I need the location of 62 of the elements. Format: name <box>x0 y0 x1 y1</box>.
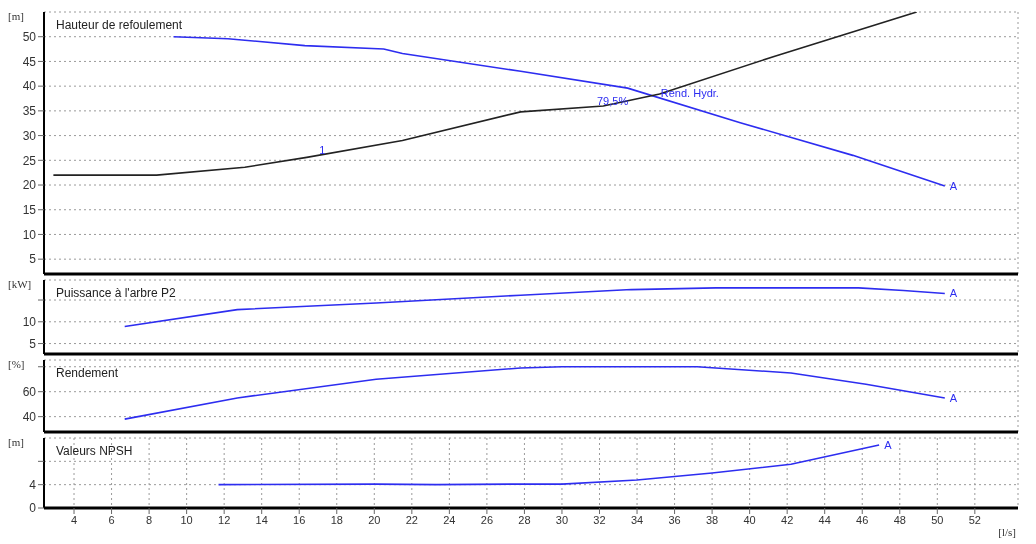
text: Puissance à l'arbre P2 <box>56 286 176 300</box>
text: Hauteur de refoulement <box>56 18 183 32</box>
y-axis-title: [m] <box>8 435 24 448</box>
y-tick-label: 10 <box>22 315 37 330</box>
text: Rendement <box>56 366 119 380</box>
y-tick-label: 5 <box>29 252 37 267</box>
x-tick-label: 46 <box>856 513 869 526</box>
y-tick-label: 15 <box>22 203 37 217</box>
annotation: A <box>884 438 893 451</box>
annotation: A <box>949 287 958 300</box>
y-tick-label: 5 <box>29 336 37 351</box>
line-series <box>52 12 918 176</box>
x-tick-label: 16 <box>293 513 306 526</box>
x-tick-label: 24 <box>443 513 456 526</box>
y-tick-label: 35 <box>22 104 37 119</box>
text: Valeurs NPSH <box>56 444 133 458</box>
x-tick-label: 8 <box>146 513 153 526</box>
y-tick-label: 0 <box>29 501 37 516</box>
x-tick-label: 14 <box>255 513 268 526</box>
y-tick-label: 45 <box>22 54 37 69</box>
line-series <box>123 365 946 420</box>
x-tick-label: 18 <box>330 513 343 526</box>
x-tick-label: 34 <box>630 513 644 526</box>
x-tick-label: 6 <box>108 513 115 526</box>
line-series <box>217 444 880 486</box>
y-tick-label: 20 <box>22 178 37 193</box>
x-tick-label: 38 <box>705 513 719 526</box>
x-tick-label: 26 <box>480 513 494 526</box>
x-tick-label: 30 <box>555 513 569 526</box>
y-tick-label: 10 <box>22 227 37 242</box>
x-tick-label: 32 <box>593 513 606 526</box>
x-tick-label: 48 <box>893 513 906 526</box>
y-tick-label: 40 <box>22 409 37 424</box>
annotation: A <box>949 391 958 404</box>
y-axis-title: [m] <box>8 9 24 22</box>
x-tick-label: 10 <box>180 513 193 526</box>
x-tick-label: 42 <box>781 513 794 526</box>
x-tick-label: 4 <box>70 513 78 526</box>
annotation: Rend. Hydr. <box>660 87 719 100</box>
x-tick-label: 52 <box>968 513 981 526</box>
x-tick-label: 20 <box>368 513 381 526</box>
x-tick-label: 44 <box>818 513 831 526</box>
y-tick-label: 50 <box>22 29 37 44</box>
annotation: 1 <box>319 144 326 157</box>
y-tick-label: 40 <box>22 79 37 94</box>
y-tick-label: 4 <box>29 477 37 492</box>
y-tick-label: 60 <box>22 384 37 399</box>
y-tick-label: 25 <box>22 153 37 168</box>
y-tick-label: 30 <box>22 128 37 143</box>
annotation: A <box>949 179 958 192</box>
x-tick-label: 36 <box>668 513 681 526</box>
x-tick-label: 22 <box>405 513 418 526</box>
line-series <box>172 35 946 187</box>
x-tick-label: 40 <box>743 513 756 526</box>
x-tick-label: 12 <box>218 513 231 526</box>
line-series <box>123 287 946 328</box>
x-tick-label: 50 <box>931 513 944 526</box>
x-tick-label: 28 <box>518 513 531 526</box>
annotation: 79,5% <box>596 94 629 107</box>
y-axis-title: [%] <box>8 357 25 370</box>
x-axis-title: [l/s] <box>998 526 1016 538</box>
y-axis-title: [kW] <box>8 277 32 290</box>
